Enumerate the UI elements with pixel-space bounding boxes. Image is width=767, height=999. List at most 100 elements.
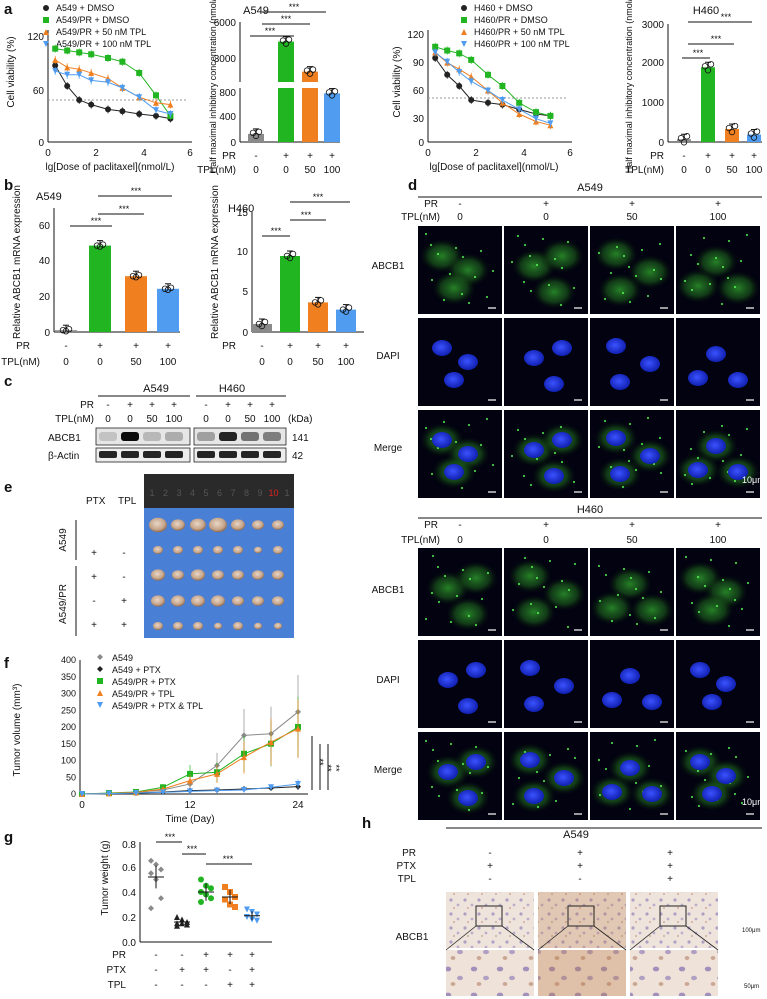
plot-area: [248, 36, 340, 142]
abcb1-puncta: [436, 252, 440, 256]
abcb1-puncta: [542, 779, 546, 783]
replicate-point: [161, 285, 169, 292]
tumor: [274, 622, 282, 630]
legend-label: A549 + PTX: [112, 665, 161, 675]
tumor: [232, 570, 244, 580]
abcb1-puncta: [554, 605, 558, 609]
abcb1-puncta: [609, 271, 613, 275]
sign: +: [315, 341, 321, 352]
nucleus: [602, 784, 622, 800]
tumor: [171, 519, 185, 531]
condition-table: PR - - + + + PTX - + + - + TPL - - - + +: [107, 950, 256, 991]
abcb1-puncta: [535, 457, 539, 461]
legend-marker: [43, 5, 49, 11]
abcb1-puncta: [745, 233, 749, 237]
bar: [725, 129, 739, 142]
sign: +: [715, 520, 721, 531]
plot-area: [252, 250, 356, 332]
data-point: [244, 914, 250, 920]
data-point: [432, 55, 439, 61]
channel-label: Merge: [374, 765, 403, 776]
tumor: [272, 570, 284, 580]
band-actin: [121, 451, 139, 458]
group-label: A549: [58, 528, 69, 552]
y-tick: 100: [61, 756, 76, 766]
y-tick: 0.0: [122, 938, 136, 949]
abcb1-puncta: [473, 469, 477, 473]
data-point: [76, 71, 83, 78]
data-point: [222, 884, 228, 890]
micrograph: [590, 640, 674, 728]
sign: -: [488, 848, 491, 859]
abcb1-puncta: [727, 433, 731, 437]
blot-strip: [193, 427, 287, 446]
significance: ***: [119, 204, 130, 214]
dose: 0: [203, 414, 209, 425]
sign: +: [165, 341, 171, 352]
nucleus: [702, 786, 722, 802]
abcb1-puncta: [690, 288, 694, 292]
tumor: [191, 595, 205, 607]
nucleus: [458, 354, 478, 370]
abcb1-puncta: [424, 232, 428, 236]
data-point: [444, 71, 451, 78]
ruler-number: 1: [284, 488, 289, 498]
abcb1-puncta: [485, 417, 489, 421]
abcb1-puncta: [733, 598, 737, 602]
row-label: ABCB1: [396, 932, 429, 943]
abcb1-puncta: [715, 604, 719, 608]
y-tick: 90: [413, 58, 425, 69]
abcb1-puncta: [436, 759, 440, 763]
abcb1-puncta: [646, 294, 650, 298]
band-abcb1: [197, 432, 215, 441]
x-tick: 6: [187, 148, 193, 159]
data-point: [295, 780, 301, 787]
dose: 0: [97, 357, 103, 368]
panel-letter-c: c: [4, 373, 12, 390]
abcb1-puncta: [437, 600, 441, 604]
data-point: [468, 73, 475, 80]
abcb1-puncta: [727, 746, 731, 750]
abcb1-signal: [446, 597, 490, 631]
abcb1-puncta: [461, 762, 465, 766]
significance: ***: [187, 844, 198, 854]
abcb1-puncta: [609, 465, 613, 469]
abcb1-puncta: [535, 770, 539, 774]
nucleus: [690, 754, 710, 770]
significance: ***: [271, 226, 282, 236]
a549-viability-chart: Cell viability (%) 120 60 0 0 2 4 6 lg[D…: [6, 3, 193, 173]
sign: +: [667, 874, 673, 885]
x-tick: 4: [141, 148, 147, 159]
data-point: [76, 97, 83, 103]
tumor-weight-chart: Tumor weight (g) 0.8 0.6 0.4 0.2 0.0 ***…: [100, 832, 272, 991]
legend-label: H460 + DMSO: [474, 3, 533, 13]
replicate-point: [167, 284, 175, 291]
dose: 100: [710, 535, 727, 546]
abcb1-puncta: [431, 554, 435, 558]
significance: ***: [281, 14, 292, 24]
bar: [278, 41, 294, 142]
abcb1-puncta: [424, 739, 428, 743]
sign: +: [227, 950, 233, 961]
abcb1-puncta: [740, 607, 744, 611]
y-tick: 400: [61, 655, 76, 665]
abcb1-signal: [432, 271, 476, 305]
abcb1-puncta: [746, 581, 750, 585]
b-h460-mrna-chart: H460 Relative ABCB1 mRNA expression 15 1…: [210, 185, 364, 368]
abcb1-puncta: [560, 460, 564, 464]
panel-letter-d: d: [408, 177, 417, 194]
x-tick: 4: [521, 148, 527, 159]
data-point: [148, 905, 154, 912]
bar: [747, 134, 761, 142]
data-point: [153, 92, 159, 99]
sign: +: [705, 151, 711, 162]
data-point: [244, 906, 250, 913]
replicate-point: [683, 133, 691, 140]
dose: 50: [626, 535, 638, 546]
row-label-tpl: TPL(nM): [197, 165, 236, 176]
tumor: [252, 570, 264, 580]
abcb1-puncta: [424, 426, 428, 430]
channel-label: Merge: [374, 443, 403, 454]
tumor: [151, 569, 165, 581]
abcb1-signal: [676, 269, 720, 303]
